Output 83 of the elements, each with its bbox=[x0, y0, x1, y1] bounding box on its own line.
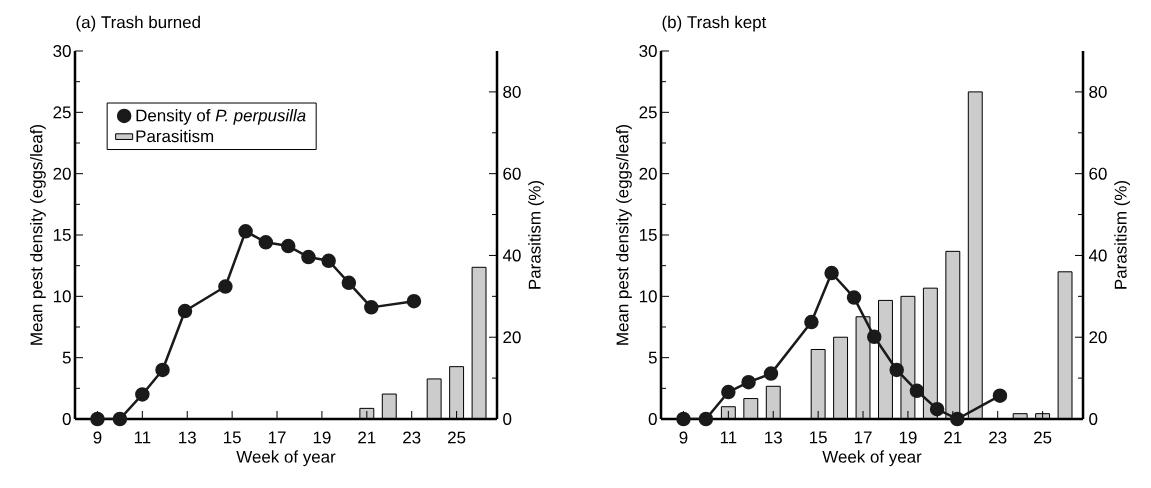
y-tick-label: 10 bbox=[639, 290, 657, 303]
point bbox=[763, 366, 779, 381]
point bbox=[177, 303, 193, 319]
point bbox=[155, 362, 170, 378]
chart-title: (b) Trash kept bbox=[662, 15, 767, 32]
y2-axis-title: Parasitism (%) bbox=[1114, 181, 1130, 289]
point bbox=[281, 238, 296, 254]
point bbox=[258, 235, 274, 250]
point bbox=[301, 249, 316, 265]
x-tick-label: 11 bbox=[134, 431, 151, 444]
point bbox=[846, 290, 862, 305]
x-tick-label: 21 bbox=[944, 431, 962, 444]
x-tick-label: 25 bbox=[1034, 431, 1052, 444]
y-tick-label: 0 bbox=[648, 413, 657, 425]
point bbox=[218, 279, 233, 294]
x-tick-label: 9 bbox=[679, 431, 688, 444]
y2-tick-label: 60 bbox=[1089, 167, 1107, 180]
legend-label: Parasitism bbox=[136, 129, 214, 143]
legend-label: Density of P. perpusilla bbox=[136, 109, 306, 125]
y-tick-label: 15 bbox=[639, 229, 657, 241]
y-axis-title: Mean pest density (eggs/leaf) bbox=[30, 124, 46, 345]
bar bbox=[833, 336, 849, 419]
y2-tick-label: 0 bbox=[503, 413, 512, 425]
point bbox=[929, 401, 945, 417]
y-axis-title: Mean pest density (eggs/leaf) bbox=[616, 124, 632, 345]
y-tick-label: 25 bbox=[639, 106, 657, 119]
bar bbox=[449, 366, 465, 419]
y2-tick-label: 40 bbox=[1088, 249, 1107, 262]
y2-tick-label: 20 bbox=[1089, 331, 1107, 344]
point bbox=[341, 275, 357, 291]
point bbox=[90, 411, 105, 427]
y-tick-label: 15 bbox=[53, 229, 71, 241]
x-tick-label: 13 bbox=[765, 431, 782, 444]
chart-title: (a) Trash burned bbox=[76, 15, 200, 32]
y-tick-label: 30 bbox=[639, 45, 657, 57]
point bbox=[889, 362, 904, 378]
x-tick-label: 13 bbox=[179, 431, 196, 444]
point bbox=[698, 411, 714, 427]
point bbox=[364, 300, 379, 315]
y2-axis-title: Parasitism (%) bbox=[528, 181, 544, 289]
point bbox=[824, 265, 839, 281]
x-tick-label: 19 bbox=[313, 431, 331, 444]
y2-tick-label: 40 bbox=[502, 249, 521, 262]
x-tick-label: 15 bbox=[810, 431, 827, 444]
point bbox=[676, 411, 691, 427]
y-tick-label: 0 bbox=[62, 413, 71, 425]
x-tick-label: 17 bbox=[854, 431, 872, 444]
x-tick-label: 11 bbox=[720, 431, 737, 444]
x-tick-label: 17 bbox=[268, 431, 286, 444]
point bbox=[804, 314, 819, 330]
x-tick-label: 21 bbox=[358, 431, 376, 444]
y2-tick-label: 60 bbox=[503, 167, 521, 180]
x-axis-title: Week of year bbox=[236, 450, 336, 467]
y-tick-label: 5 bbox=[62, 351, 71, 364]
point bbox=[741, 374, 756, 390]
x-axis-title: Week of year bbox=[822, 450, 922, 467]
y-tick-label: 30 bbox=[53, 45, 71, 57]
point bbox=[238, 224, 253, 239]
point bbox=[992, 388, 1008, 403]
x-tick-label: 23 bbox=[403, 431, 421, 444]
y-tick-label: 25 bbox=[53, 106, 71, 119]
y2-tick-label: 20 bbox=[503, 331, 521, 344]
point bbox=[406, 293, 422, 309]
x-tick-label: 25 bbox=[448, 431, 466, 444]
y-tick-label: 5 bbox=[648, 351, 657, 364]
y-tick-label: 10 bbox=[53, 290, 71, 303]
point bbox=[950, 411, 965, 427]
point bbox=[909, 383, 925, 399]
point bbox=[721, 384, 736, 400]
point bbox=[867, 329, 882, 345]
point bbox=[321, 253, 336, 269]
x-tick-label: 19 bbox=[899, 431, 917, 444]
y-tick-label: 20 bbox=[53, 167, 71, 180]
x-tick-label: 15 bbox=[224, 431, 241, 444]
y2-tick-label: 80 bbox=[1089, 85, 1107, 98]
point bbox=[112, 411, 128, 427]
x-tick-label: 23 bbox=[989, 431, 1007, 444]
bar bbox=[967, 91, 983, 419]
y-tick-label: 20 bbox=[639, 167, 657, 180]
y2-tick-label: 0 bbox=[1089, 413, 1098, 425]
y2-tick-label: 80 bbox=[503, 85, 521, 98]
point bbox=[135, 387, 150, 402]
x-tick-label: 9 bbox=[93, 431, 102, 444]
